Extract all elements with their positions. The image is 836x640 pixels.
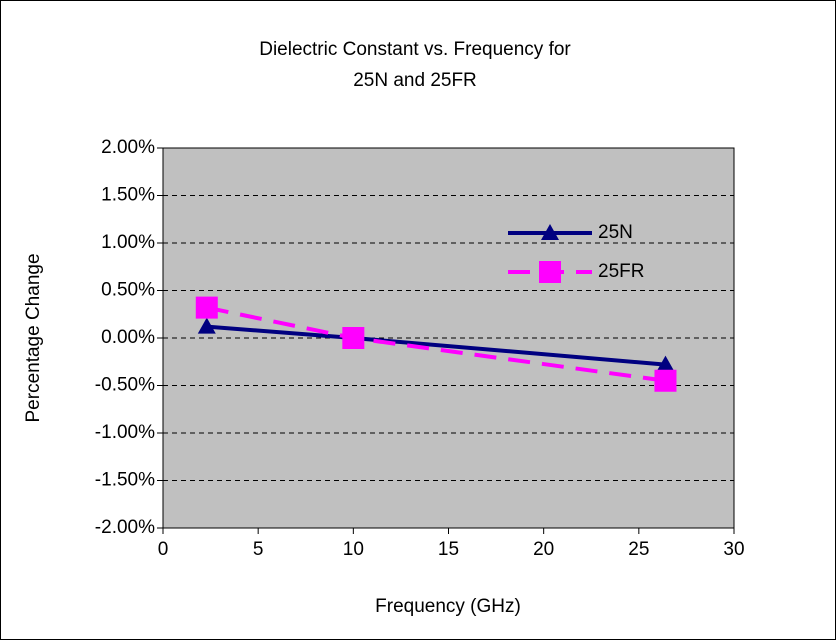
x-tick-label: 10	[343, 539, 364, 560]
y-tick-label: 1.00%	[101, 232, 155, 253]
x-tick-label: 0	[158, 539, 169, 560]
x-tick-label: 15	[438, 539, 459, 560]
chart-title: 25N and 25FR	[353, 70, 477, 91]
x-tick-label: 20	[533, 539, 554, 560]
marker-square	[654, 369, 677, 392]
marker-square	[539, 261, 561, 283]
y-tick-label: 1.50%	[101, 185, 155, 206]
plot-area	[162, 147, 735, 529]
marker-triangle	[197, 317, 216, 334]
y-tick-label: 0.50%	[101, 280, 155, 301]
x-tick-label: 30	[723, 539, 744, 560]
x-tick-label: 25	[628, 539, 649, 560]
marker-triangle	[656, 355, 675, 372]
marker-square	[342, 327, 365, 349]
chart-title: Dielectric Constant vs. Frequency for	[259, 39, 571, 60]
legend-label: 25FR	[598, 261, 644, 282]
legend-label: 25N	[598, 222, 633, 243]
x-axis-title: Frequency (GHz)	[375, 596, 521, 617]
marker-triangle	[541, 224, 559, 240]
y-tick-label: 0.00%	[101, 327, 155, 348]
x-tick-label: 5	[253, 539, 264, 560]
y-axis-title: Percentage Change	[23, 253, 44, 422]
y-tick-label: -1.00%	[95, 422, 155, 443]
marker-square	[195, 296, 218, 319]
y-tick-label: -0.50%	[95, 375, 155, 396]
y-tick-label: -1.50%	[95, 470, 155, 491]
y-tick-label: 2.00%	[101, 137, 155, 158]
y-tick-label: -2.00%	[95, 517, 155, 538]
